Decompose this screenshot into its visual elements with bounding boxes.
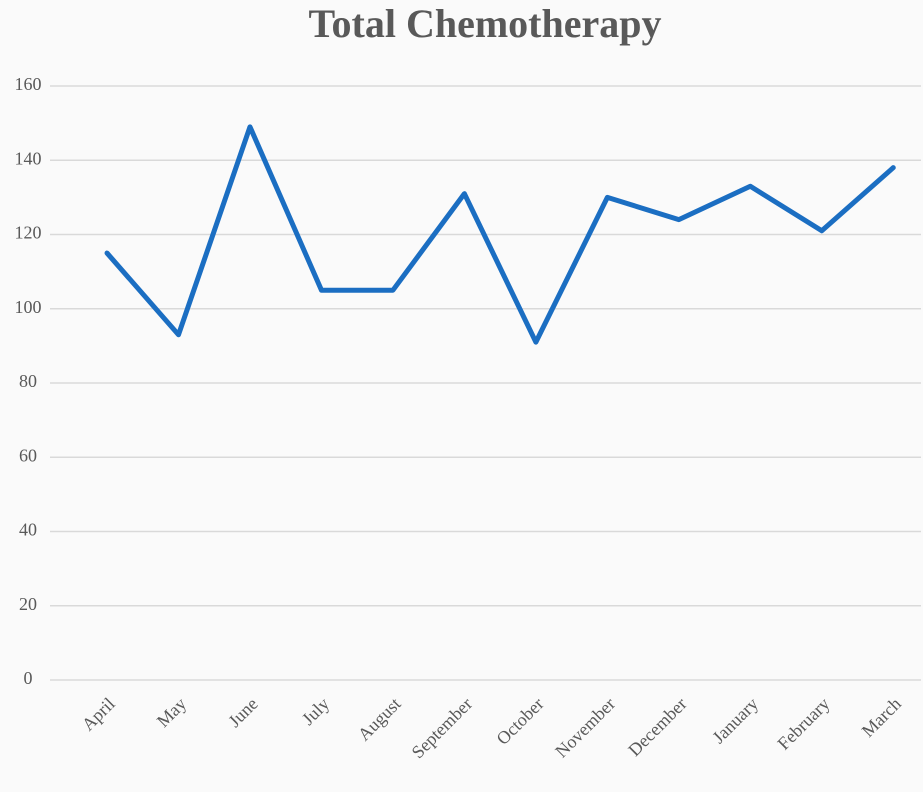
y-tick-label: 120	[15, 223, 42, 243]
chart-title: Total Chemotherapy	[309, 1, 662, 46]
y-tick-label: 100	[15, 297, 42, 317]
y-tick-label: 160	[15, 74, 42, 94]
data-line	[104, 124, 896, 345]
y-tick-label: 140	[15, 148, 42, 168]
y-tick-label: 20	[19, 594, 37, 614]
y-tick-label: 80	[19, 371, 37, 391]
y-tick-label: 60	[19, 445, 37, 465]
y-tick-label: 40	[19, 520, 37, 540]
y-tick-label: 0	[24, 668, 33, 688]
